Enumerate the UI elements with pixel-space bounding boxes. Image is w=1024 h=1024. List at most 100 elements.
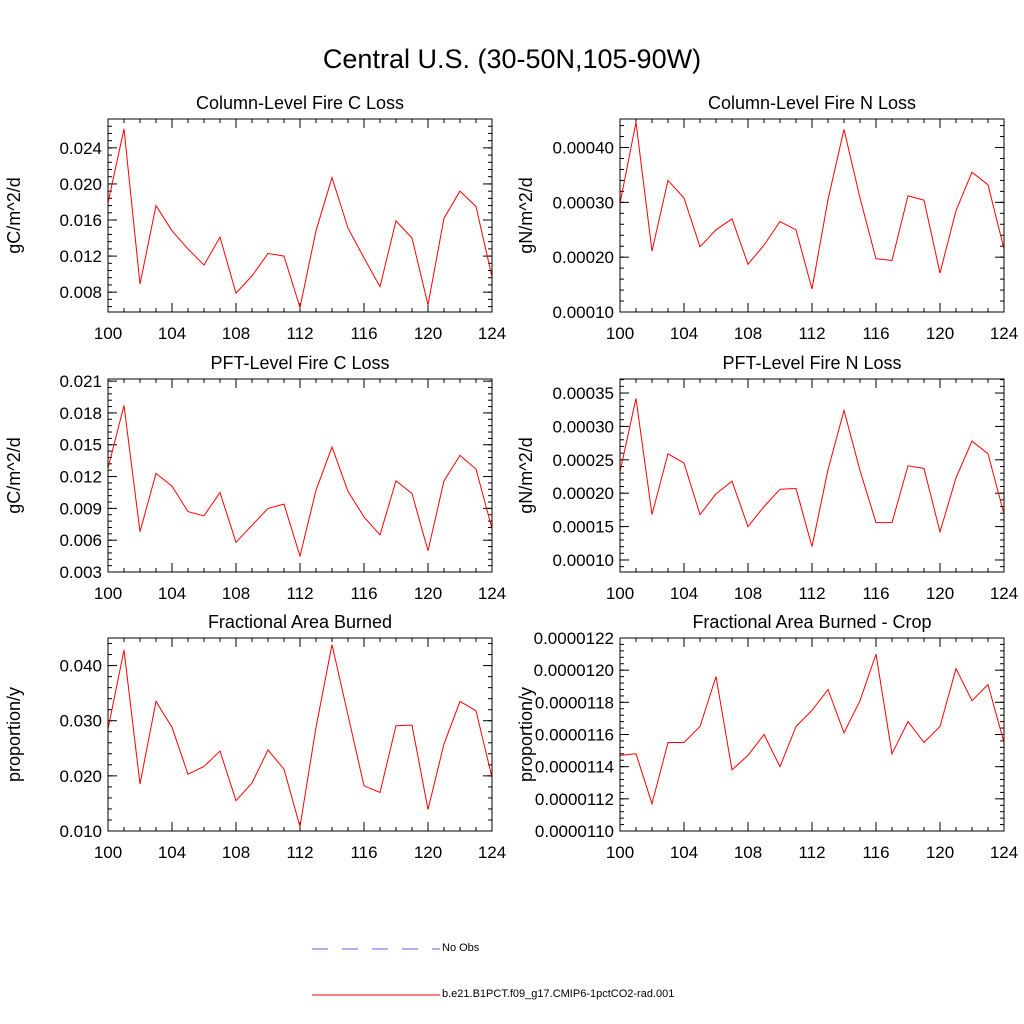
series-line-1: [619, 398, 1005, 547]
y-tick-label: 0.00025: [553, 451, 614, 470]
y-tick-label: 0.010: [59, 822, 102, 841]
y-tick-label: 0.0000114: [535, 758, 614, 777]
plot-frame: [619, 637, 1005, 832]
x-tick-label: 124: [478, 324, 506, 343]
y-tick-label: 0.018: [59, 404, 102, 423]
y-tick-label: 0.020: [59, 175, 102, 194]
x-tick-label: 120: [414, 584, 442, 603]
y-tick-label: 0.012: [59, 468, 102, 487]
x-tick-label: 108: [734, 843, 762, 862]
y-tick-label: 0.012: [59, 247, 102, 266]
y-tick-label: 0.030: [59, 712, 102, 731]
x-tick-label: 104: [670, 584, 698, 603]
x-tick-label: 116: [350, 324, 377, 343]
chart-panel-6: 100 104 108 112 116 120 124 0.0000110 0.0000112 0…: [516, 612, 1018, 862]
y-tick-label: 0.015: [59, 436, 102, 455]
series-line-1: [619, 122, 1005, 290]
chart-panel-3: 100 104 108 112 116 120 124 0.003 0.006 0.009 0.01…: [4, 353, 506, 603]
chart-panel-2: 100 104 108 112 116 120 124 0.00010 0.00020 0.000…: [516, 93, 1018, 343]
x-tick-label: 124: [478, 584, 506, 603]
panel-title: Column-Level Fire N Loss: [708, 93, 916, 113]
y-axis-label: gN/m^2/d: [516, 437, 536, 513]
x-tick-label: 112: [798, 324, 825, 343]
chart-panel-5: 100 104 108 112 116 120 124 0.010 0.020 0.030 0.04…: [4, 612, 506, 862]
x-tick-label: 100: [606, 843, 634, 862]
y-axis-label: gC/m^2/d: [4, 177, 24, 253]
y-axis-label: proportion/y: [516, 687, 536, 782]
y-axis-label: proportion/y: [4, 687, 24, 782]
x-tick-label: 116: [350, 843, 377, 862]
y-tick-label: 0.00020: [553, 248, 614, 267]
y-tick-label: 0.009: [59, 499, 102, 518]
x-tick-label: 108: [222, 324, 250, 343]
x-tick-label: 116: [862, 843, 889, 862]
x-tick-label: 116: [862, 584, 889, 603]
series-line-1: [107, 128, 493, 310]
x-tick-label: 108: [734, 324, 762, 343]
x-tick-label: 104: [670, 843, 698, 862]
x-tick-label: 100: [94, 584, 122, 603]
x-tick-label: 104: [158, 324, 186, 343]
legend-label-model-run: b.e21.B1PCT.f09_g17.CMIP6-1pctCO2-rad.00…: [442, 988, 675, 1000]
y-tick-label: 0.00040: [553, 139, 614, 158]
x-tick-label: 124: [990, 843, 1018, 862]
x-tick-label: 112: [286, 843, 313, 862]
x-tick-label: 124: [478, 843, 506, 862]
y-tick-label: 0.00010: [553, 303, 614, 322]
x-tick-label: 120: [926, 584, 954, 603]
chart-panel-1: 100 104 108 112 116 120 124 0.008 0.012 0.016 0.02…: [4, 93, 506, 343]
plot-frame: [107, 378, 493, 573]
panel-title: PFT-Level Fire N Loss: [722, 353, 901, 373]
x-tick-label: 108: [222, 584, 250, 603]
plot-frame: [107, 637, 493, 832]
y-tick-label: 0.0000116: [535, 726, 614, 745]
legend-label-no-obs: No Obs: [442, 942, 480, 954]
y-tick-label: 0.006: [59, 531, 102, 550]
y-tick-label: 0.0000122: [534, 629, 614, 648]
y-tick-label: 0.00030: [553, 193, 614, 212]
y-tick-label: 0.0000118: [535, 693, 614, 712]
x-tick-label: 108: [222, 843, 250, 862]
x-tick-label: 100: [606, 584, 634, 603]
x-tick-label: 120: [926, 843, 954, 862]
x-tick-label: 104: [670, 324, 698, 343]
y-tick-label: 0.040: [59, 657, 102, 676]
x-tick-label: 112: [798, 843, 825, 862]
series-line-1: [107, 405, 493, 558]
panel-title: Column-Level Fire C Loss: [196, 93, 404, 113]
y-tick-label: 0.024: [59, 139, 102, 158]
x-tick-label: 100: [94, 324, 122, 343]
x-tick-label: 100: [606, 324, 634, 343]
plot-frame: [619, 378, 1005, 573]
x-tick-label: 104: [158, 843, 186, 862]
x-tick-label: 112: [286, 584, 313, 603]
chart-panel-4: 100 104 108 112 116 120 124 0.00010 0.00015 0.000…: [516, 353, 1018, 603]
y-axis-label: gN/m^2/d: [516, 177, 536, 253]
y-tick-label: 0.0000120: [534, 661, 614, 680]
x-tick-label: 104: [158, 584, 186, 603]
plot-frame: [619, 118, 1005, 313]
figure-title: Central U.S. (30-50N,105-90W): [322, 44, 702, 74]
y-tick-label: 0.00035: [553, 384, 614, 403]
y-tick-label: 0.021: [59, 372, 102, 391]
y-tick-label: 0.00015: [553, 518, 614, 537]
y-tick-label: 0.0000110: [535, 822, 614, 841]
plot-frame: [107, 118, 493, 313]
series-line-1: [107, 644, 493, 827]
x-tick-label: 116: [350, 584, 377, 603]
y-tick-label: 0.008: [59, 283, 102, 302]
panel-title: Fractional Area Burned - Crop: [692, 612, 931, 632]
x-tick-label: 120: [414, 843, 442, 862]
y-tick-label: 0.0000112: [535, 790, 614, 809]
panel-title: PFT-Level Fire C Loss: [210, 353, 389, 373]
x-tick-label: 124: [990, 584, 1018, 603]
x-tick-label: 108: [734, 584, 762, 603]
y-tick-label: 0.00030: [553, 417, 614, 436]
y-tick-label: 0.00010: [553, 551, 614, 570]
x-tick-label: 120: [926, 324, 954, 343]
y-tick-label: 0.003: [59, 563, 102, 582]
y-axis-label: gC/m^2/d: [4, 437, 24, 513]
y-tick-label: 0.00020: [553, 484, 614, 503]
series-line-1: [619, 653, 1005, 806]
